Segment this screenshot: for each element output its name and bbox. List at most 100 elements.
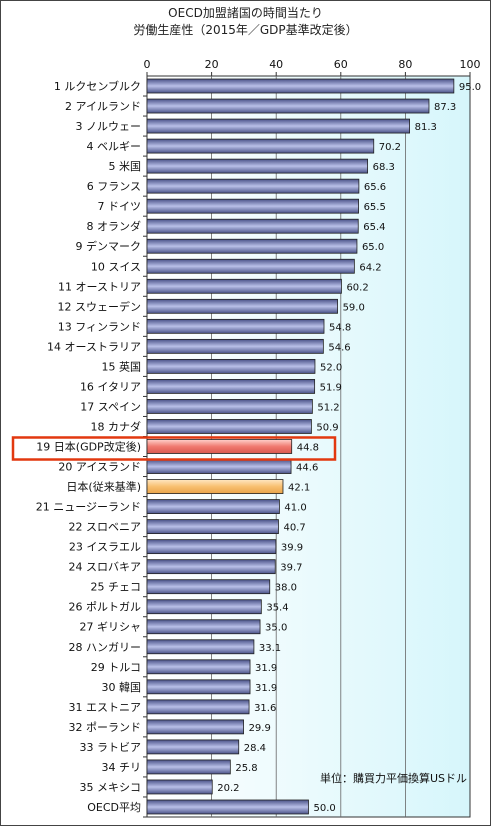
bar (146, 539, 277, 555)
category-label: 24 スロバキア (69, 561, 142, 574)
category-label: 6 フランス (87, 180, 141, 193)
x-tick-label: 40 (269, 58, 283, 71)
bar (146, 338, 324, 354)
bar (146, 298, 338, 314)
x-tick-label: 0 (144, 58, 151, 71)
category-label: 34 チリ (102, 761, 142, 774)
bar (146, 499, 280, 514)
data-label: 68.3 (373, 162, 395, 173)
bar (146, 78, 455, 94)
bar (146, 218, 359, 234)
category-label: 35 メキシコ (80, 781, 142, 794)
bar (146, 679, 251, 695)
bar (146, 739, 240, 755)
bar (146, 258, 355, 274)
category-label: 14 オーストラリア (47, 340, 141, 353)
bar (146, 799, 309, 815)
data-label: 42.1 (288, 483, 310, 494)
data-label: 35.0 (265, 623, 287, 634)
data-label: 50.0 (314, 803, 336, 814)
category-label: 8 オランダ (87, 219, 142, 233)
category-label: 19 日本(GDP改定後) (36, 440, 141, 454)
bar (146, 699, 250, 715)
bar (146, 278, 342, 294)
category-label: 18 カナダ (91, 419, 142, 433)
bar (146, 599, 262, 615)
data-label: 59.0 (343, 302, 365, 313)
bar (146, 419, 312, 434)
data-label: 54.8 (329, 322, 351, 333)
bar (146, 158, 369, 174)
data-label: 44.8 (297, 443, 319, 454)
bar (146, 98, 430, 114)
x-tick-label: 60 (334, 58, 348, 71)
chart-title: OECD加盟諸国の時間当たり (168, 6, 323, 20)
bar (146, 779, 213, 795)
category-label: 7 ドイツ (98, 200, 142, 213)
category-label: 33 ラトビア (80, 741, 142, 754)
category-label: 25 チェコ (91, 581, 142, 594)
category-label: 5 米国 (109, 160, 142, 173)
category-label: OECD平均 (87, 801, 141, 814)
data-label: 70.2 (379, 142, 401, 153)
bar (146, 318, 325, 334)
category-label: 21 ニュージーランド (36, 501, 141, 514)
bar (146, 479, 284, 494)
data-label: 60.2 (346, 282, 368, 293)
x-tick-label: 80 (398, 58, 412, 71)
bar (146, 459, 292, 474)
bar (146, 519, 279, 535)
bar (146, 559, 276, 575)
data-label: 29.9 (249, 723, 271, 734)
category-label: 15 英国 (102, 359, 142, 373)
category-label: 日本(従来基準) (66, 480, 141, 494)
bar (146, 439, 293, 454)
data-label: 50.9 (316, 422, 338, 433)
chart-subtitle: 労働生産性（2015年／GDP基準改定後） (133, 23, 358, 37)
category-label: 16 イタリア (80, 380, 141, 393)
unit-note: 単位：購買力平価換算USドル (320, 772, 468, 785)
data-label: 28.4 (244, 743, 266, 754)
category-label: 3 ノルウェー (76, 120, 142, 133)
data-label: 35.4 (266, 603, 288, 614)
data-label: 87.3 (434, 102, 456, 113)
data-label: 39.7 (280, 563, 302, 574)
bar (146, 198, 359, 214)
category-label: 17 スペイン (80, 400, 141, 413)
data-label: 31.9 (255, 663, 277, 674)
x-tick-label: 100 (460, 58, 481, 71)
category-label: 9 デンマーク (76, 239, 142, 253)
data-label: 33.1 (259, 643, 281, 654)
data-label: 54.6 (328, 342, 350, 353)
bar (146, 759, 231, 775)
category-label: 29 トルコ (91, 661, 141, 674)
data-label: 65.0 (362, 242, 384, 253)
data-label: 25.8 (235, 763, 257, 774)
data-label: 64.2 (359, 262, 381, 273)
category-label: 12 スウェーデン (58, 299, 142, 313)
data-label: 41.0 (284, 503, 306, 514)
category-label: 13 フィンランド (58, 320, 141, 333)
category-label: 4 ベルギー (87, 140, 142, 153)
bar (146, 719, 244, 735)
category-label: 22 スロベニア (69, 521, 142, 534)
bar (146, 178, 360, 194)
data-label: 31.9 (255, 683, 277, 694)
data-label: 31.6 (254, 703, 276, 714)
data-label: 44.6 (296, 463, 318, 474)
bar (146, 579, 271, 595)
data-label: 38.0 (275, 583, 297, 594)
category-label: 30 韓国 (102, 681, 142, 694)
category-label: 11 オーストリア (58, 280, 141, 293)
data-label: 51.9 (320, 382, 342, 393)
bar (146, 379, 316, 394)
category-label: 28 ハンガリー (69, 641, 142, 654)
data-label: 51.2 (317, 402, 339, 413)
bar (146, 619, 261, 635)
data-label: 20.2 (217, 783, 239, 794)
category-label: 27 ギリシャ (80, 621, 142, 634)
bar (146, 639, 255, 655)
category-label: 32 ポーランド (69, 721, 142, 734)
data-label: 52.0 (320, 362, 342, 373)
